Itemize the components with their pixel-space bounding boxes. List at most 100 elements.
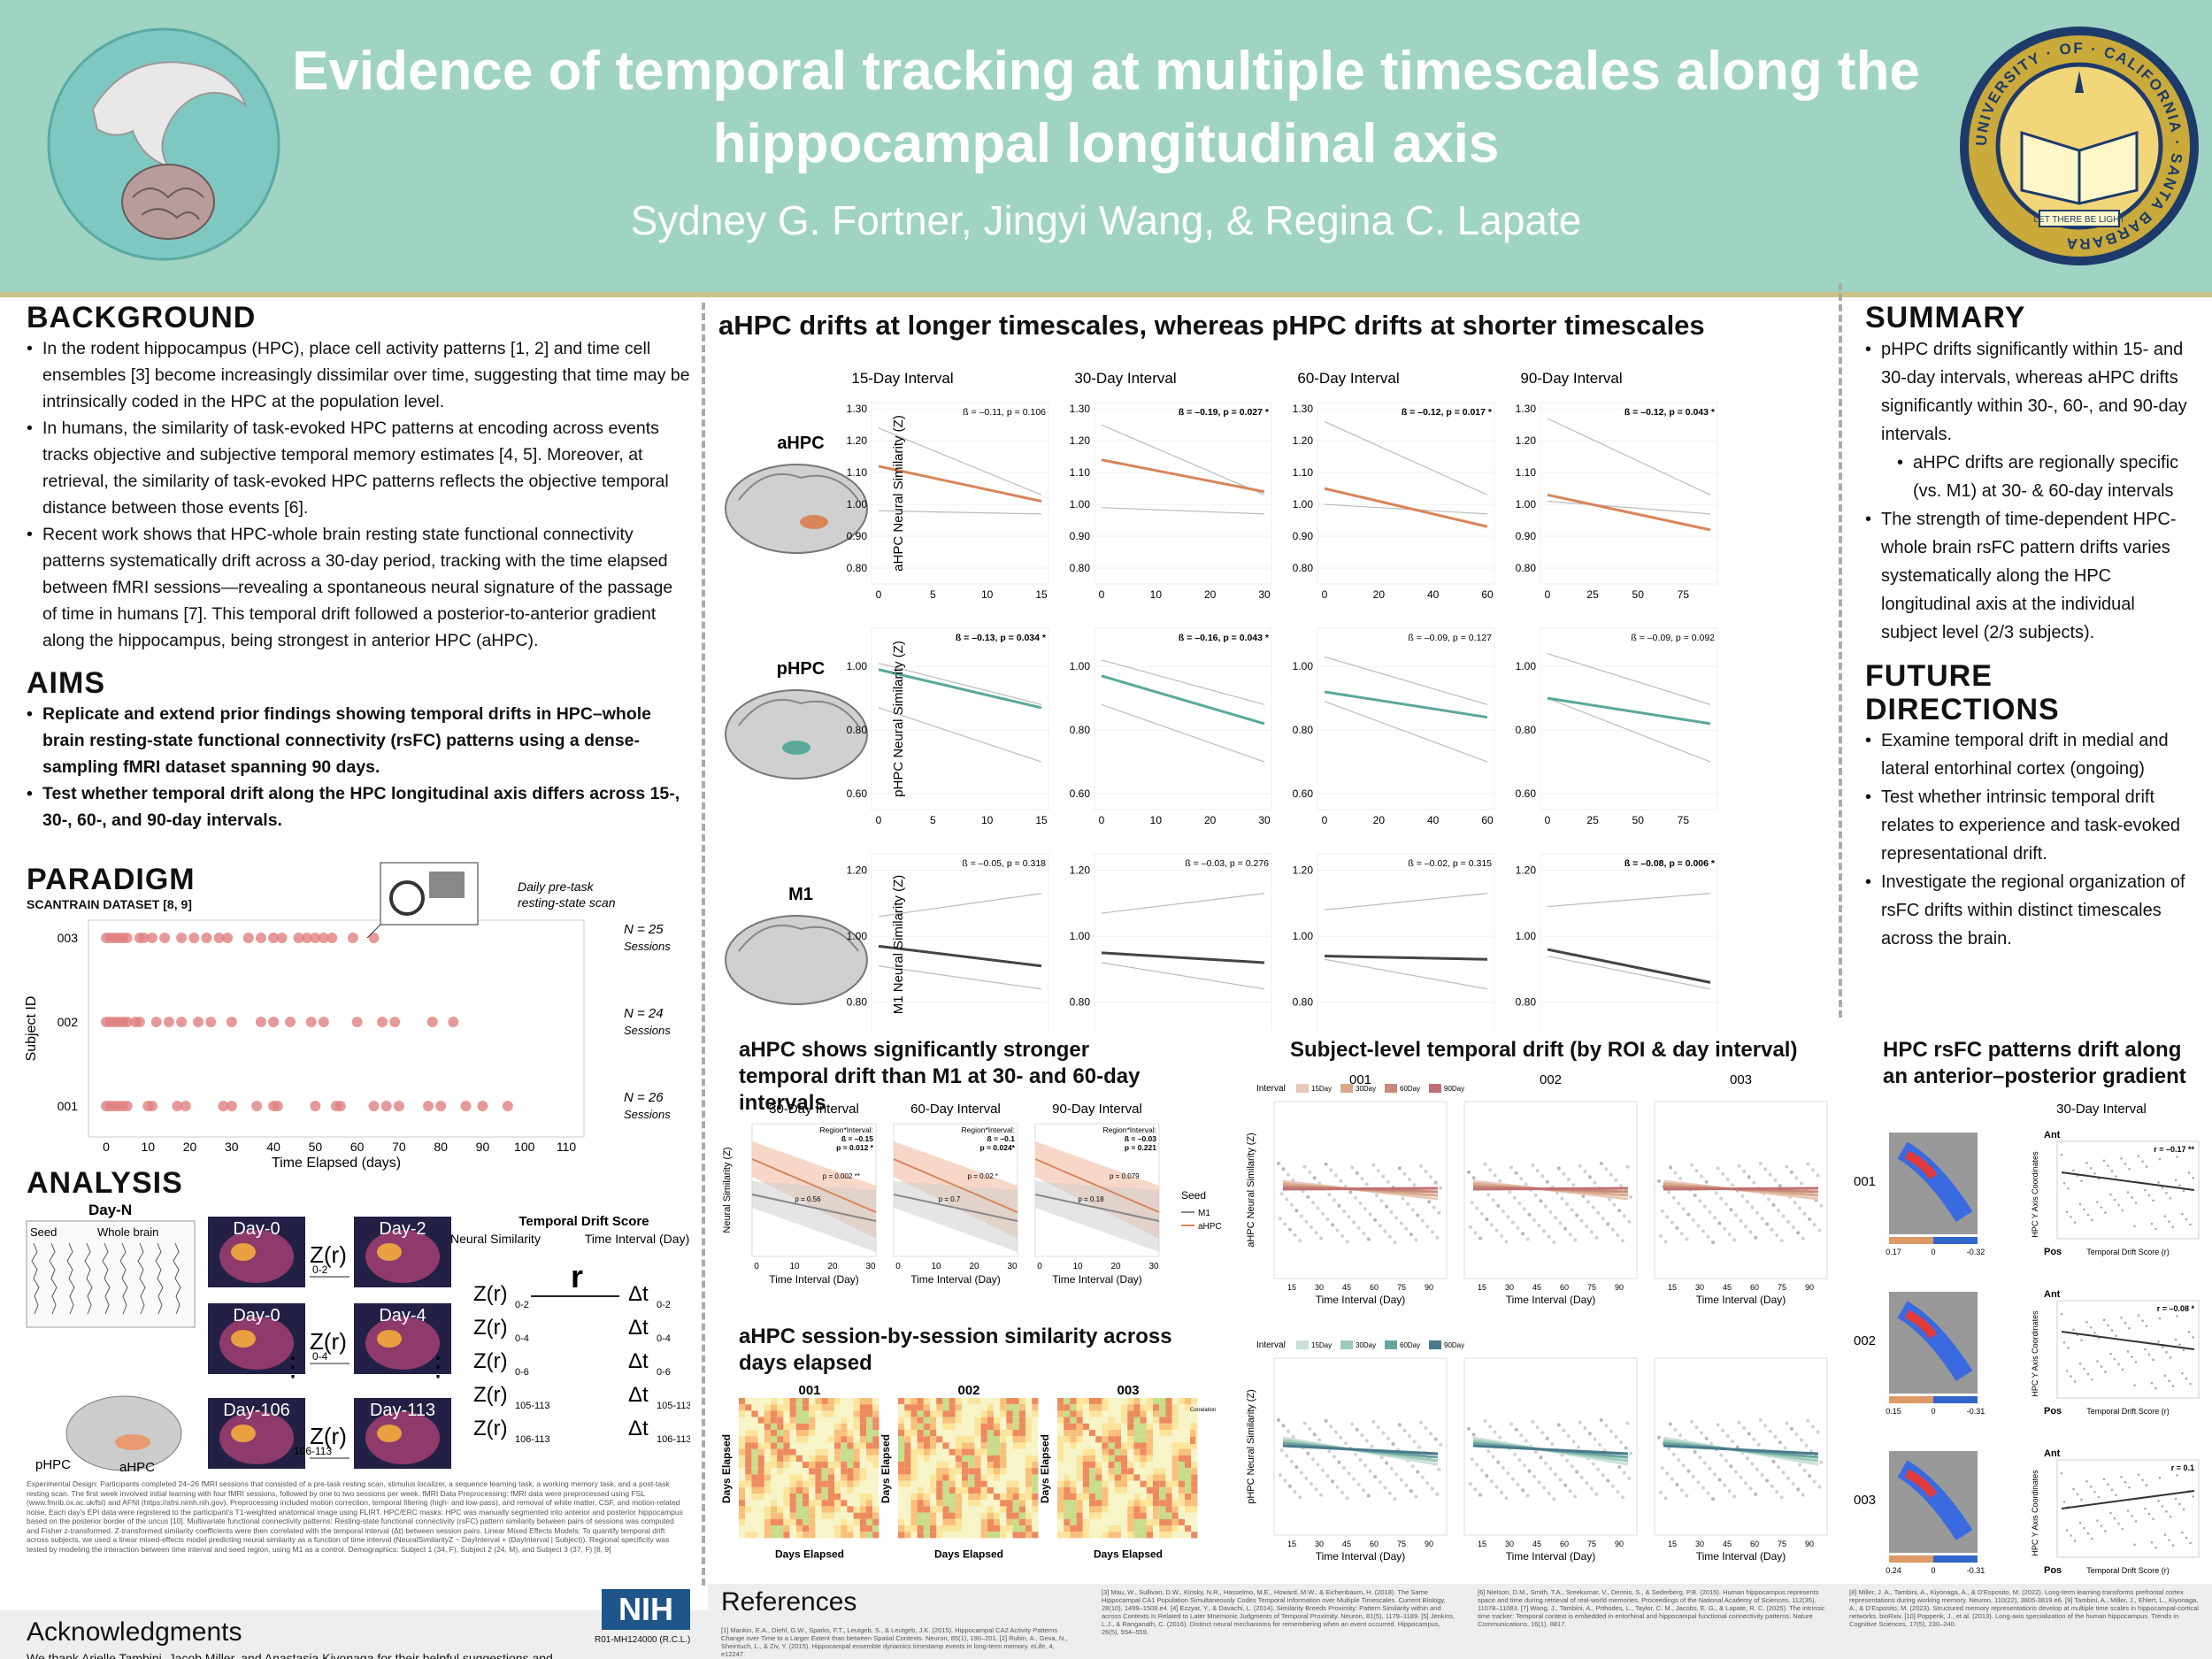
matrix-cell [1089,1442,1096,1449]
legend-label: 30Day [1356,1341,1376,1349]
matrix-cell [949,1404,956,1411]
data-point [1500,1490,1503,1494]
y-tick-label: 1.20 [1516,434,1537,447]
fit-line [878,465,1042,503]
matrix-cell [803,1448,810,1455]
matrix-cell [757,1442,764,1449]
matrix-cell [739,1468,746,1475]
data-point [1299,1214,1303,1218]
stat-label: ß = –0.13, p = 0.034 * [956,633,1047,643]
future-list: Examine temporal drift in medial and lat… [1865,726,2193,953]
data-point [1744,1225,1748,1229]
data-point [1673,1171,1678,1175]
data-point [2137,1473,2140,1476]
matrix-cell [815,1410,822,1417]
matrix-cell [1012,1512,1019,1519]
data-point [2158,1317,2162,1320]
matrix-cell [942,1410,949,1417]
matrix-cell [930,1525,937,1532]
data-point [1304,1219,1309,1224]
data-point [1389,1210,1394,1214]
matrix-cell [751,1417,758,1424]
matrix-cell [949,1410,956,1417]
data-point [1537,1480,1541,1485]
matrix-cell [827,1512,834,1519]
y-tick-label: 0.90 [1516,530,1537,542]
stat-label: ß = –0.02, p = 0.315 [1408,858,1492,869]
panel-bg [1540,853,1718,1031]
matrix-cell [809,1398,816,1405]
matrix-cell [1032,1448,1039,1455]
matrix-cell [739,1455,746,1462]
matrix-cell [757,1468,764,1475]
matrix-cell [1146,1474,1153,1481]
matrix-cell [930,1532,937,1539]
data-point [1339,1179,1343,1183]
data-point [1506,1215,1510,1219]
matrix-cell [1140,1518,1147,1525]
matrix-cell [974,1494,981,1501]
matrix-cell [1133,1455,1141,1462]
matrix-cell [745,1494,752,1501]
data-point [1760,1217,1764,1221]
matrix-cell [809,1423,816,1430]
matrix-cell [841,1525,848,1532]
matrix-cell [917,1430,924,1437]
matrix-cell [789,1500,796,1507]
data-point [1494,1485,1499,1489]
matrix-cell [821,1500,828,1507]
data-point [1587,1175,1592,1179]
hpc-icon [115,1434,150,1450]
matrix-cell [936,1417,943,1424]
data-point [1508,1190,1512,1194]
matrix-cell [923,1525,930,1532]
matrix-cell [1165,1436,1172,1443]
session-point [423,1101,434,1111]
data-point [1801,1236,1805,1240]
stat-label: Region*Interval: [820,1125,873,1134]
matrix-cell [771,1417,778,1424]
dt-subscript: 105-113 [657,1401,690,1411]
matrix-cell [968,1404,975,1411]
matrix-cell [1095,1480,1102,1487]
session-count: N = 24 [624,1006,664,1021]
matrix-cell [1133,1404,1141,1411]
matrix-cell [1012,1532,1019,1539]
data-point [1294,1209,1299,1213]
data-point [1331,1479,1335,1484]
data-point [1547,1234,1551,1239]
x-tick-label: 75 [1587,1540,1596,1548]
data-point [1657,1435,1661,1440]
matrix-cell [783,1474,790,1481]
matrix-cell [1121,1462,1128,1469]
stat-label: p = 0.56 [795,1195,821,1203]
matrix-cell [1185,1404,1192,1411]
matrix-cell [962,1518,969,1525]
matrix-cell [1133,1486,1141,1494]
data-point [1556,1166,1561,1171]
list-item: pHPC drifts significantly within 15- and… [1865,335,2193,449]
colorbar-label: 0 [1931,1407,1935,1416]
data-point [2134,1520,2138,1523]
matrix-cell [859,1506,866,1513]
data-point [1679,1488,1684,1493]
matrix-cell [936,1500,943,1507]
data-point [1401,1196,1405,1201]
matrix-cell [1006,1455,1013,1462]
matrix-cell [1012,1423,1019,1430]
data-point [1386,1179,1390,1184]
matrix-cell [955,1423,962,1430]
data-point [1711,1497,1716,1502]
matrix-cell [1095,1423,1102,1430]
stat-label: r = 0.1 [2171,1463,2194,1472]
matrix-cell [757,1410,764,1417]
data-point [1324,1418,1328,1423]
matrix-cell [1082,1494,1089,1501]
stat-label: p = 0.012 * [836,1143,874,1152]
data-point [1430,1486,1434,1491]
matrix-cell [1095,1448,1102,1455]
data-point [2072,1169,2075,1172]
matrix-cell [1108,1455,1115,1462]
matrix-cell [917,1410,924,1417]
matrix-cell [847,1430,854,1437]
